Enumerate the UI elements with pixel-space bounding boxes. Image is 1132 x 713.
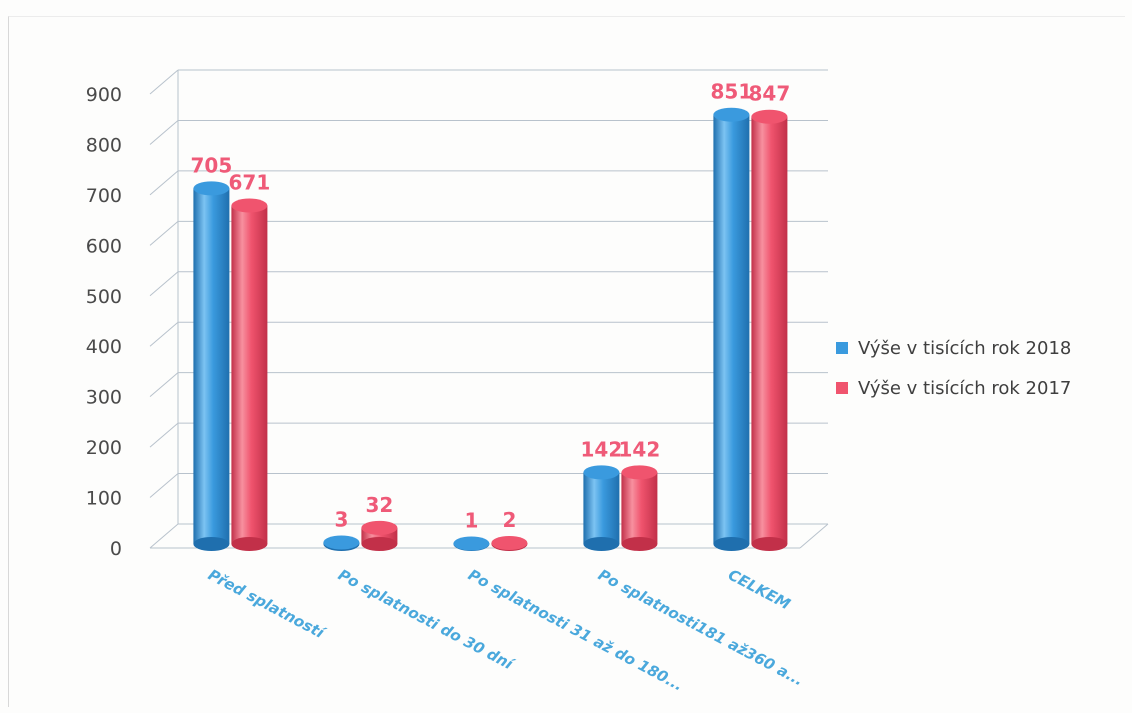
bar-1-1: [361, 520, 398, 551]
bar-1-3: [621, 465, 658, 551]
legend: Výše v tisících rok 2018 Výše v tisících…: [836, 328, 1071, 408]
bar-top: [231, 198, 268, 213]
data-label: 847: [749, 82, 791, 106]
bar-0-0: [193, 181, 230, 551]
y-tick-label: 900: [86, 84, 122, 106]
bar-0-3: [583, 465, 620, 551]
gridline-depth: [149, 321, 179, 347]
bar-body: [231, 205, 268, 545]
bar-1-4: [751, 109, 788, 551]
bar-base: [751, 537, 788, 551]
bar-base: [193, 537, 230, 551]
y-tick-label: 200: [86, 437, 122, 459]
bar-1-2: [491, 535, 528, 551]
data-label: 142: [581, 437, 623, 461]
y-tick-label: 0: [110, 538, 122, 560]
bar-base: [361, 537, 398, 551]
bar-top: [621, 465, 658, 480]
bar-top: [583, 465, 620, 480]
gridline-depth: [149, 372, 179, 398]
bar-body: [621, 472, 658, 544]
y-tick-label: 300: [86, 387, 122, 409]
data-label: 2: [502, 508, 516, 532]
bar-top: [751, 109, 788, 124]
data-label: 32: [365, 493, 393, 517]
data-label: 142: [619, 437, 661, 461]
category-label: CELKEM: [725, 566, 793, 614]
legend-item-2017: Výše v tisících rok 2017: [836, 368, 1071, 408]
bar-top: [453, 536, 490, 551]
category-label: Po splatnosti181 až360 a...: [595, 566, 807, 690]
bar-body: [583, 472, 620, 544]
bar-base: [621, 537, 658, 551]
y-tick-label: 700: [86, 185, 122, 207]
gridline-depth: [149, 69, 179, 95]
bar-0-1: [323, 535, 360, 551]
bar-base: [713, 537, 750, 551]
bar-0-4: [713, 107, 750, 551]
legend-item-2018: Výše v tisících rok 2018: [836, 328, 1071, 368]
data-label: 3: [334, 507, 348, 531]
gridline-depth: [149, 473, 179, 498]
bar-top: [713, 107, 750, 122]
gridline-depth: [149, 220, 179, 246]
gridline-depth: [149, 170, 179, 196]
legend-label-2018: Výše v tisících rok 2018: [858, 337, 1072, 359]
data-label: 705: [191, 153, 233, 177]
y-tick-label: 600: [86, 235, 122, 257]
gridline-depth: [149, 271, 179, 297]
bar-base: [231, 537, 268, 551]
y-tick-label: 400: [86, 336, 122, 358]
legend-swatch-2018: [836, 342, 848, 354]
data-label: 1: [464, 508, 478, 532]
legend-label-2017: Výše v tisících rok 2017: [858, 377, 1072, 399]
floor-edge: [799, 523, 829, 549]
bar-body: [713, 114, 750, 545]
bar-body: [751, 116, 788, 544]
gridline-depth: [149, 422, 179, 448]
bar-body: [193, 188, 230, 544]
y-tick-label: 800: [86, 134, 122, 156]
data-label: 851: [711, 80, 753, 104]
gridline-depth: [149, 523, 179, 549]
bar-0-2: [453, 536, 490, 551]
bar-top: [491, 535, 528, 550]
bar-1-0: [231, 198, 268, 551]
category-label: Před splatností: [205, 566, 329, 644]
y-tick-label: 500: [86, 286, 122, 308]
data-label: 671: [229, 171, 271, 195]
y-tick-label: 100: [86, 488, 122, 510]
chart-frame: [8, 16, 1125, 707]
category-label: Po splatnosti 31 až do 180...: [465, 566, 686, 695]
bar-top: [323, 535, 360, 550]
bar-base: [583, 537, 620, 551]
gridline-depth: [149, 120, 179, 145]
bar-top: [193, 181, 230, 196]
legend-swatch-2017: [836, 382, 848, 394]
bar-top: [361, 520, 398, 535]
